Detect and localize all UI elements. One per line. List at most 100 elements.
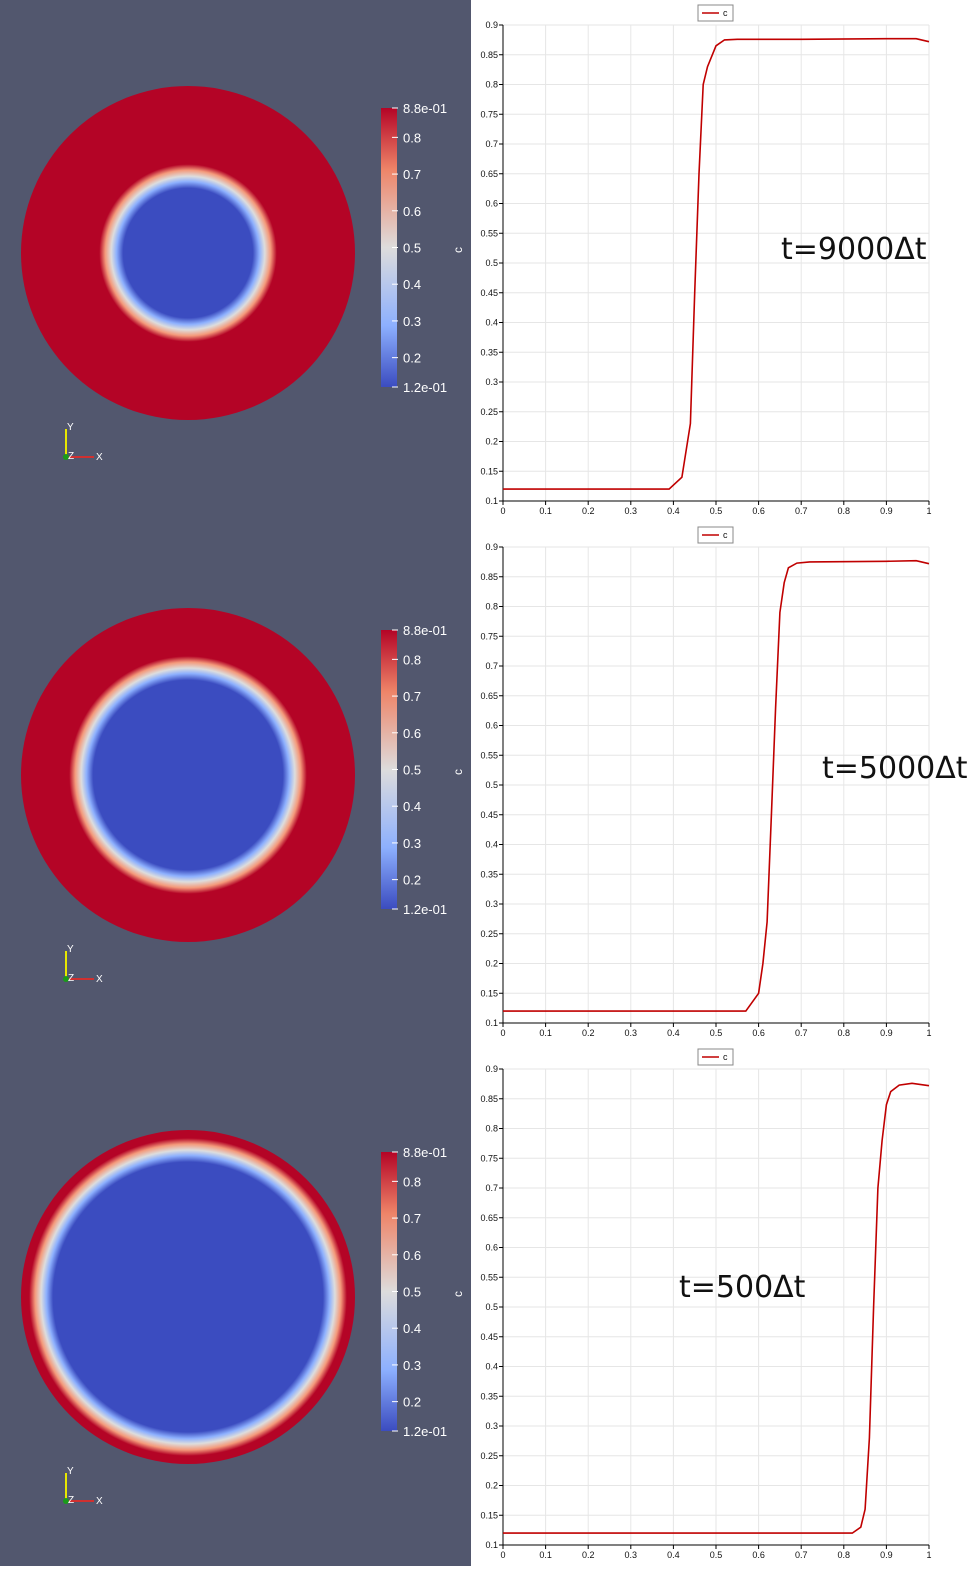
x-tick-label: 0.5: [710, 1550, 723, 1560]
colorbar-label: 0.3: [403, 1358, 421, 1373]
y-tick-label: 0.8: [485, 80, 498, 90]
colorbar-label: 0.5: [403, 763, 421, 778]
render-svg: 8.8e-01 0.8 0.7 0.6 0.5 0.4 0.3 0.2 1.2e-01 c Y X Z: [21, 86, 465, 463]
x-tick-label: 0.7: [795, 506, 808, 516]
x-tick-label: 0.4: [667, 1550, 680, 1560]
y-tick-label: 0.65: [480, 169, 498, 179]
x-tick-label: 1: [926, 506, 931, 516]
colorbar: [381, 1152, 397, 1431]
y-tick-label: 0.25: [480, 1451, 498, 1461]
x-tick-label: 0.1: [539, 1028, 552, 1038]
colorbar-label: 0.8: [403, 652, 421, 667]
y-tick-label: 0.65: [480, 691, 498, 701]
y-tick-label: 0.5: [485, 780, 498, 790]
x-tick-label: 0.9: [880, 1028, 893, 1038]
triad-y-label: Y: [67, 422, 74, 433]
time-annotation: t=500Δt: [679, 1270, 806, 1305]
colorbar-label: 0.7: [403, 167, 421, 182]
colorbar-label: 0.3: [403, 836, 421, 851]
y-tick-label: 0.1: [485, 496, 498, 506]
y-tick-label: 0.9: [485, 20, 498, 30]
colorbar-label: 1.2e-01: [403, 902, 447, 917]
triad-z-label: Z: [68, 1495, 74, 1506]
legend-label: c: [723, 8, 728, 18]
colorbar-label: 0.5: [403, 241, 421, 256]
y-tick-label: 0.2: [485, 437, 498, 447]
x-tick-label: 0: [500, 506, 505, 516]
y-tick-label: 0.75: [480, 631, 498, 641]
y-tick-label: 0.7: [485, 139, 498, 149]
triad-x-label: X: [96, 452, 103, 463]
y-tick-label: 0.3: [485, 899, 498, 909]
triad-y-label: Y: [67, 944, 74, 955]
colorbar: [381, 108, 397, 387]
triad-z-axis: [63, 454, 69, 460]
y-tick-label: 0.6: [485, 721, 498, 731]
y-tick-label: 0.35: [480, 1391, 498, 1401]
x-tick-label: 0.3: [625, 1550, 638, 1560]
colorbar-label: 0.5: [403, 1285, 421, 1300]
legend-label: c: [723, 1052, 728, 1062]
series-line-c: [503, 559, 930, 1012]
x-tick-label: 1: [926, 1550, 931, 1560]
colorbar-label: 0.2: [403, 873, 421, 888]
x-tick-label: 0.1: [539, 506, 552, 516]
colorbar-label: 0.6: [403, 204, 421, 219]
x-tick-label: 0.8: [838, 1028, 851, 1038]
x-tick-label: 0.6: [752, 1550, 765, 1560]
x-tick-label: 0.7: [795, 1550, 808, 1560]
y-tick-label: 0.35: [480, 347, 498, 357]
x-tick-label: 0: [500, 1550, 505, 1560]
x-tick-label: 0.9: [880, 1550, 893, 1560]
line-plot: 0 0.1 0.2 0.3 0.4 0.5 0.6 0.7 0.8 0.9 1 0.1 0.15 0.2 0…: [471, 1044, 973, 1566]
x-tick-label: 0.4: [667, 1028, 680, 1038]
x-tick-label: 1: [926, 1028, 931, 1038]
colorbar-label: 0.8: [403, 1174, 421, 1189]
colorbar-label: 1.2e-01: [403, 380, 447, 395]
y-tick-label: 0.9: [485, 542, 498, 552]
render-svg: 8.8e-01 0.8 0.7 0.6 0.5 0.4 0.3 0.2 1.2e-01 c Y X Z: [21, 1130, 465, 1507]
x-tick-label: 0.5: [710, 506, 723, 516]
triad-z-label: Z: [68, 451, 74, 462]
plot-svg: 0 0.1 0.2 0.3 0.4 0.5 0.6 0.7 0.8 0.9 10.10.150.20…: [480, 1048, 932, 1560]
x-tick-label: 0.2: [582, 506, 595, 516]
plot-svg: 0 0.1 0.2 0.3 0.4 0.5 0.6 0.7 0.8 0.9 10.10.150.20…: [480, 4, 932, 516]
y-tick-label: 0.5: [485, 1302, 498, 1312]
paraview-render-view: 8.8e-01 0.8 0.7 0.6 0.5 0.4 0.3 0.2 1.2e-01 c Y X Z: [0, 0, 471, 522]
paraview-render-view: 8.8e-01 0.8 0.7 0.6 0.5 0.4 0.3 0.2 1.2e-01 c Y X Z: [0, 1044, 471, 1566]
panel-t5000: 8.8e-01 0.8 0.7 0.6 0.5 0.4 0.3 0.2 1.2e-01 c Y X Z …: [0, 522, 973, 1044]
y-tick-label: 0.4: [485, 1362, 498, 1372]
y-tick-label: 0.25: [480, 407, 498, 417]
y-tick-label: 0.85: [480, 50, 498, 60]
y-tick-label: 0.55: [480, 1272, 498, 1282]
y-tick-label: 0.85: [480, 572, 498, 582]
concentration-disk: [21, 86, 355, 420]
x-tick-label: 0: [500, 1028, 505, 1038]
y-tick-label: 0.1: [485, 1540, 498, 1550]
panel-t500: 8.8e-01 0.8 0.7 0.6 0.5 0.4 0.3 0.2 1.2e-01 c Y X Z …: [0, 1044, 973, 1566]
triad-y-label: Y: [67, 1466, 74, 1477]
triad-x-label: X: [96, 974, 103, 985]
y-tick-label: 0.2: [485, 959, 498, 969]
x-tick-label: 0.7: [795, 1028, 808, 1038]
x-tick-label: 0.6: [752, 506, 765, 516]
y-tick-label: 0.85: [480, 1094, 498, 1104]
x-tick-label: 0.4: [667, 506, 680, 516]
y-tick-label: 0.15: [480, 988, 498, 998]
y-tick-label: 0.7: [485, 661, 498, 671]
y-tick-label: 0.45: [480, 810, 498, 820]
y-tick-label: 0.1: [485, 1018, 498, 1028]
x-tick-label: 0.2: [582, 1550, 595, 1560]
concentration-disk: [21, 608, 355, 942]
x-tick-label: 0.5: [710, 1028, 723, 1038]
y-tick-label: 0.8: [485, 1124, 498, 1134]
y-tick-label: 0.3: [485, 1421, 498, 1431]
colorbar: [381, 630, 397, 909]
y-tick-label: 0.4: [485, 840, 498, 850]
y-tick-label: 0.3: [485, 377, 498, 387]
time-annotation: t=9000Δt: [781, 232, 927, 267]
triad-z-label: Z: [68, 973, 74, 984]
colorbar-label: 0.3: [403, 314, 421, 329]
colorbar-label: 0.4: [403, 277, 421, 292]
y-tick-label: 0.75: [480, 109, 498, 119]
